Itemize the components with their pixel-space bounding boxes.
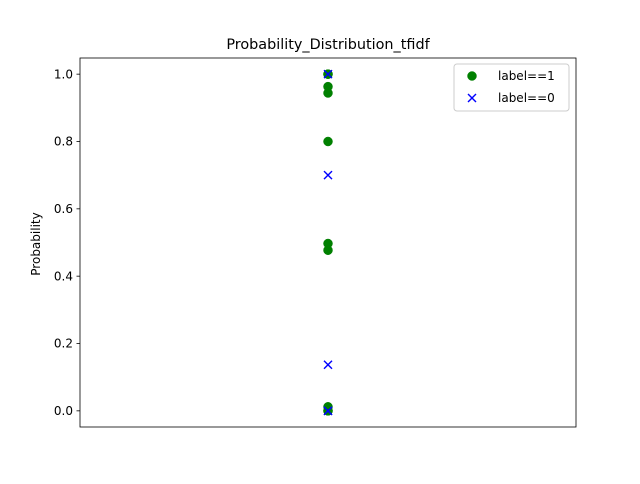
legend-marker-x bbox=[467, 93, 477, 103]
legend-entry: label==1 bbox=[467, 69, 555, 83]
y-axis-label: Probability bbox=[29, 212, 43, 275]
data-point-x bbox=[323, 69, 333, 79]
data-point-x bbox=[323, 170, 333, 180]
data-point-x bbox=[323, 360, 333, 370]
series-2 bbox=[323, 69, 333, 416]
legend-marker-circle bbox=[467, 71, 477, 81]
legend: label==1 label==0 bbox=[453, 63, 570, 112]
y-tick-label: 0.6 bbox=[54, 202, 73, 216]
data-point-x bbox=[323, 406, 333, 416]
legend-label: label==0 bbox=[498, 91, 555, 105]
y-axis-ticks: 0.0 0.2 0.4 0.6 0.8 1.0 bbox=[54, 67, 80, 418]
y-tick-label: 0.0 bbox=[54, 404, 73, 418]
data-point-circle bbox=[323, 136, 333, 147]
legend-label: label==1 bbox=[498, 69, 555, 83]
y-tick-label: 1.0 bbox=[54, 67, 73, 81]
legend-box bbox=[453, 63, 570, 112]
y-tick-label: 0.2 bbox=[54, 337, 73, 351]
legend-entry: label==0 bbox=[467, 91, 555, 105]
series-1 bbox=[323, 69, 333, 416]
chart-title: Probability_Distribution_tfidf bbox=[226, 37, 430, 53]
data-point-circle bbox=[323, 245, 333, 255]
data-points bbox=[323, 69, 333, 416]
plot-area-frame bbox=[79, 57, 577, 428]
y-tick-label: 0.4 bbox=[54, 269, 73, 283]
data-point-circle bbox=[323, 88, 333, 98]
y-tick-label: 0.8 bbox=[54, 135, 73, 149]
